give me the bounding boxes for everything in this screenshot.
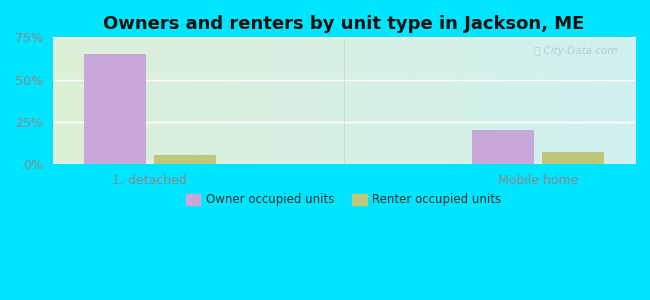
Legend: Owner occupied units, Renter occupied units: Owner occupied units, Renter occupied un… [181, 189, 506, 211]
Title: Owners and renters by unit type in Jackson, ME: Owners and renters by unit type in Jacks… [103, 15, 584, 33]
Bar [472, 130, 534, 164]
Bar [84, 54, 146, 164]
Bar [542, 152, 604, 164]
Bar [153, 155, 216, 164]
Text: ⓘ City-Data.com: ⓘ City-Data.com [534, 46, 618, 56]
